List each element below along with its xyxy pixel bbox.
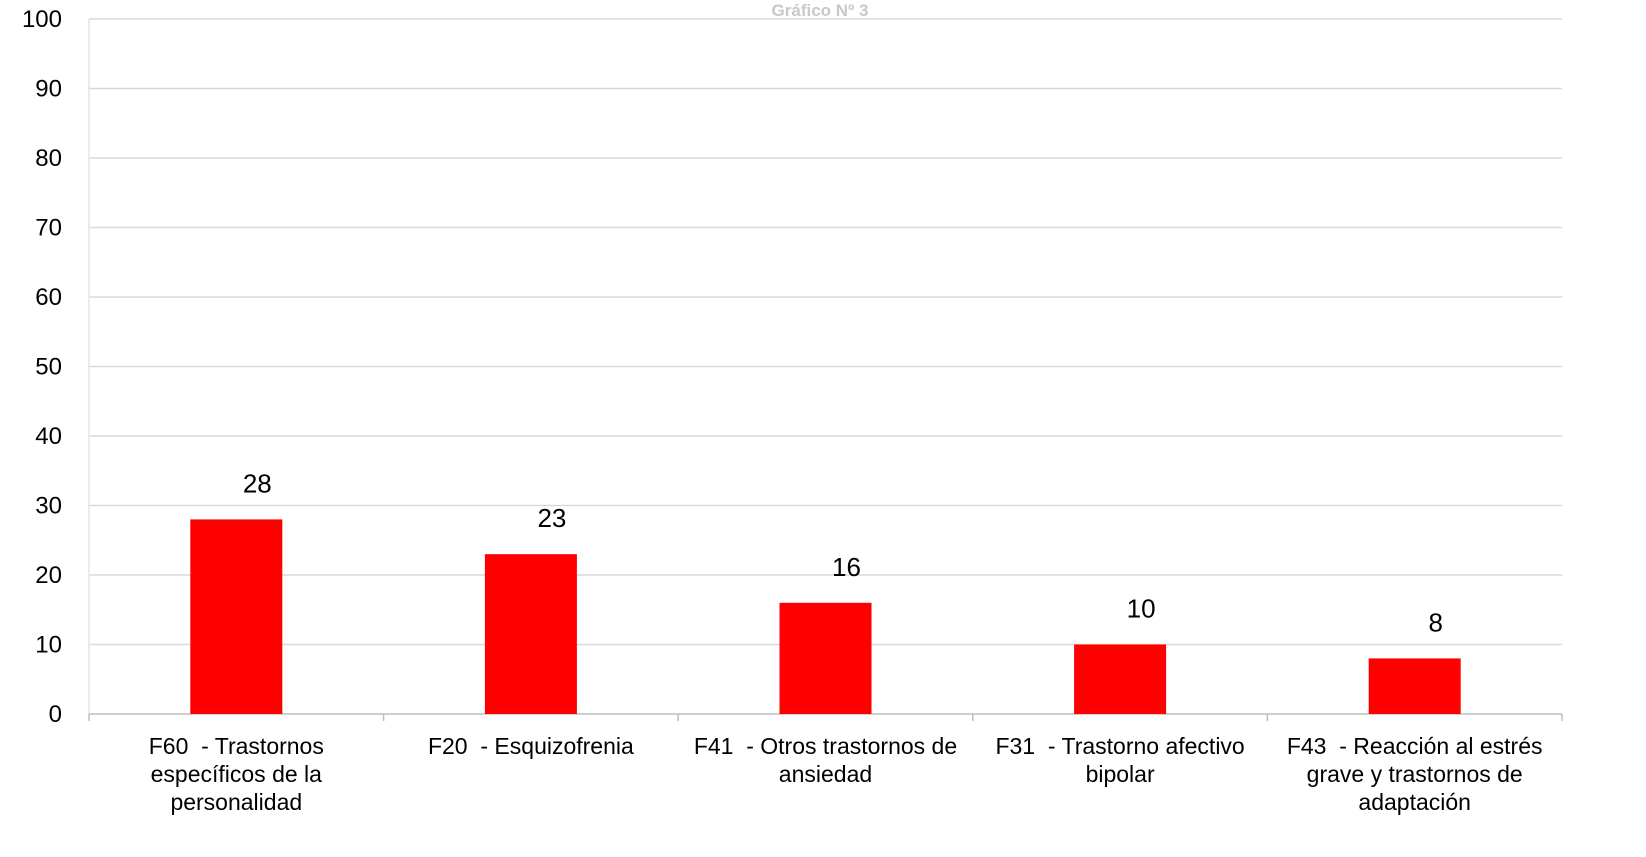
bar bbox=[1074, 644, 1167, 714]
value-label: 16 bbox=[832, 552, 861, 582]
x-tick-label: F31 - Trastorno afectivo bipolar bbox=[995, 733, 1252, 787]
y-tick-label: 80 bbox=[35, 145, 62, 172]
value-label: 10 bbox=[1127, 594, 1156, 624]
y-tick-label: 20 bbox=[35, 562, 62, 589]
chart-title: Gráfico Nº 3 bbox=[772, 1, 869, 20]
bar bbox=[779, 602, 872, 714]
y-tick-label: 30 bbox=[35, 493, 62, 520]
y-tick-label: 0 bbox=[49, 701, 62, 728]
value-label: 28 bbox=[243, 468, 272, 498]
y-tick-label: 60 bbox=[35, 284, 62, 311]
x-tick-label: F60 - Trastornos específicos de la perso… bbox=[148, 733, 331, 815]
y-tick-label: 10 bbox=[35, 632, 62, 659]
bar bbox=[484, 554, 577, 714]
y-tick-label: 90 bbox=[35, 76, 62, 103]
y-tick-label: 70 bbox=[35, 215, 62, 242]
x-tick-label: F43 - Reacción al estrés grave y trastor… bbox=[1286, 733, 1549, 815]
y-tick-label: 40 bbox=[35, 423, 62, 450]
x-tick-label: F41 - Otros trastornos de ansiedad bbox=[693, 733, 964, 787]
y-tick-label: 50 bbox=[35, 354, 62, 381]
bar bbox=[1368, 658, 1461, 714]
y-tick-label: 100 bbox=[22, 6, 62, 33]
x-tick-label: F20 - Esquizofrenia bbox=[427, 733, 634, 759]
value-label: 8 bbox=[1428, 607, 1442, 637]
bar bbox=[190, 519, 283, 714]
value-label: 23 bbox=[537, 503, 566, 533]
